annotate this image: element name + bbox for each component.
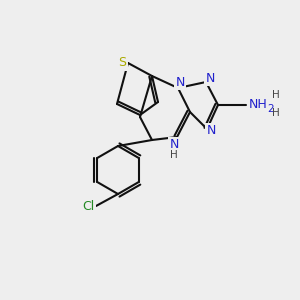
Text: H: H [272,90,280,100]
Text: H: H [170,150,178,160]
Text: 2: 2 [267,104,274,114]
Text: N: N [175,76,185,88]
Text: N: N [206,124,216,137]
Text: N: N [205,71,215,85]
Text: Cl: Cl [82,200,94,214]
Text: H: H [272,108,280,118]
Text: N: N [169,139,179,152]
Text: S: S [118,56,126,70]
Text: NH: NH [249,98,268,110]
